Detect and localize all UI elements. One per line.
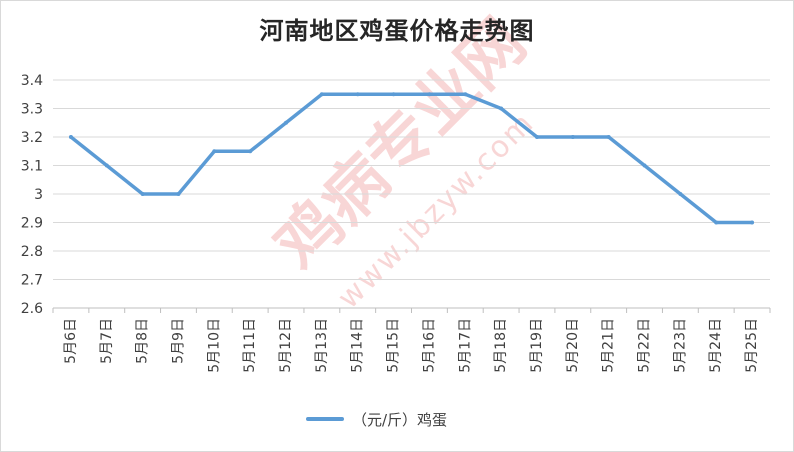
data-point [714, 220, 719, 225]
data-point [248, 149, 253, 154]
data-point [176, 192, 181, 196]
y-tick-label: 2.6 [21, 301, 43, 317]
data-point [642, 163, 647, 168]
data-point [750, 220, 755, 225]
x-tick-label: 5月7日 [99, 318, 115, 364]
x-tick-label: 5月12日 [278, 318, 294, 373]
data-point [140, 192, 145, 196]
data-point [284, 120, 289, 125]
x-tick-label: 5月13日 [314, 318, 330, 373]
x-tick-label: 5月25日 [744, 318, 760, 373]
x-tick-label: 5月22日 [637, 318, 653, 373]
y-tick-label: 2.8 [21, 244, 43, 260]
y-tick-label: 3.3 [21, 102, 43, 118]
y-tick-label: 3 [34, 187, 43, 203]
x-tick-label: 5月18日 [493, 318, 509, 373]
x-tick-label: 5月15日 [386, 318, 402, 373]
x-tick-label: 5月23日 [672, 318, 688, 373]
x-tick-label: 5月11日 [242, 318, 258, 373]
x-tick-label: 5月20日 [565, 318, 581, 373]
y-tick-label: 3.2 [21, 130, 43, 146]
chart-title: 河南地区鸡蛋价格走势图 [259, 17, 535, 45]
x-tick-label: 5月19日 [529, 318, 545, 373]
legend-label: （元/斤）鸡蛋 [352, 410, 448, 429]
data-point [355, 92, 360, 97]
x-tick-label: 5月8日 [135, 318, 151, 364]
legend-swatch [306, 417, 344, 421]
x-tick-label: 5月16日 [421, 318, 437, 373]
data-point [534, 135, 539, 139]
x-tick-label: 5月10日 [206, 318, 222, 373]
data-point [499, 106, 504, 111]
data-point [391, 92, 396, 97]
x-tick-label: 5月17日 [457, 318, 473, 373]
y-tick-label: 3.4 [21, 73, 43, 89]
data-point [463, 92, 468, 97]
x-tick-label: 5月6日 [63, 318, 79, 364]
x-tick-label: 5月9日 [170, 318, 186, 364]
legend: （元/斤）鸡蛋 [306, 409, 447, 429]
y-tick-label: 3.1 [21, 159, 43, 175]
x-tick-label: 5月24日 [708, 318, 724, 373]
data-point [606, 135, 611, 139]
data-point [212, 149, 217, 154]
series-line-egg-price [69, 92, 754, 225]
data-point [678, 192, 683, 196]
y-tick-label: 2.7 [21, 273, 43, 289]
y-tick-label: 2.9 [21, 216, 43, 232]
data-point [104, 163, 109, 168]
data-point [570, 135, 575, 139]
x-tick-label: 5月14日 [350, 318, 366, 373]
data-point [319, 92, 324, 97]
x-tick-label: 5月21日 [601, 318, 617, 373]
data-point [427, 92, 432, 97]
data-point [68, 135, 73, 139]
